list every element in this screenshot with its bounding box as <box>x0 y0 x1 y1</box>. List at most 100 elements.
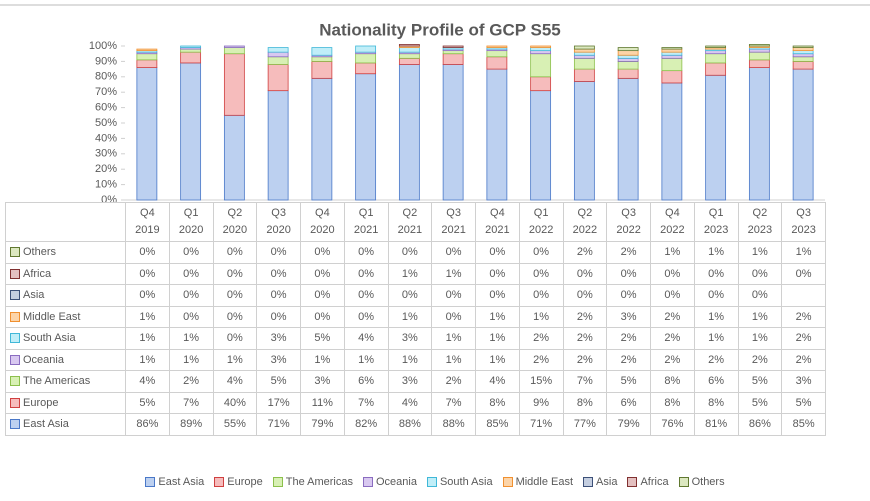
table-value: 82% <box>344 414 389 436</box>
row-name: East Asia <box>23 418 69 431</box>
table-value: 17% <box>257 392 301 414</box>
category-label: Q3 2023 <box>782 203 826 242</box>
row-name: South Asia <box>23 332 76 345</box>
bar-segment <box>661 82 683 201</box>
table-value: 1% <box>651 242 695 264</box>
table-value: 1% <box>476 328 520 350</box>
table-value: 3% <box>257 328 301 350</box>
table-value: 1% <box>476 306 520 328</box>
table-value: 81% <box>694 414 739 436</box>
category-label: Q1 2022 <box>519 203 564 242</box>
table-value: 0% <box>738 285 783 307</box>
table-value: 0% <box>169 263 214 285</box>
bar-segment <box>530 53 552 78</box>
table-value: 1% <box>213 349 258 371</box>
bar-segment <box>792 45 814 48</box>
bar-segment <box>180 48 202 53</box>
table-value: 71% <box>519 414 564 436</box>
bar-segment <box>355 62 377 75</box>
legend-item: East Asia <box>145 476 204 488</box>
category-label: Q3 2022 <box>607 203 651 242</box>
legend-swatch <box>627 477 638 487</box>
category-label: Q1 2020 <box>169 203 214 242</box>
table-value: 1% <box>388 306 433 328</box>
table-value: 0% <box>388 285 433 307</box>
table-value: 0% <box>213 285 258 307</box>
table-value: 8% <box>694 392 739 414</box>
table-value: 2% <box>607 349 651 371</box>
category-label: Q2 2023 <box>738 203 783 242</box>
table-value: 15% <box>519 371 564 393</box>
table-value: 1% <box>694 328 739 350</box>
table-value: 0% <box>257 306 301 328</box>
table-value: 55% <box>213 414 258 436</box>
legend-item: Oceania <box>362 476 417 488</box>
table-value: 6% <box>344 371 389 393</box>
row-name: Middle East <box>23 310 81 323</box>
bar-segment <box>223 114 245 201</box>
table-value: 2% <box>563 306 608 328</box>
row-label: Others <box>6 242 126 264</box>
bar-segment <box>661 48 683 53</box>
bar-segment <box>792 47 814 52</box>
table-value: 2% <box>563 349 608 371</box>
table-value: 2% <box>563 328 608 350</box>
bar-segment <box>530 90 552 201</box>
bar-segment <box>792 50 814 55</box>
table-value: 0% <box>607 263 651 285</box>
table-value: 1% <box>432 263 476 285</box>
chart-title: Nationality Profile of GCP S55 <box>319 20 561 39</box>
row-label: Asia <box>6 285 126 307</box>
legend-swatch <box>678 477 689 487</box>
table-value: 1% <box>694 306 739 328</box>
bar-segment <box>617 47 639 52</box>
row-label: East Asia <box>6 414 126 436</box>
bar-segment <box>486 68 508 201</box>
table-corner <box>6 203 126 242</box>
table-value: 79% <box>301 414 345 436</box>
table-value: 4% <box>388 392 433 414</box>
table-value: 0% <box>213 328 258 350</box>
table-value: 88% <box>432 414 476 436</box>
legend-swatch <box>362 477 373 487</box>
table-value: 0% <box>344 242 389 264</box>
legend: East Asia Europe The Americas Oceania South … <box>0 476 870 488</box>
category-label: Q2 2020 <box>213 203 258 242</box>
legend-label: Oceania <box>375 476 417 488</box>
legend-label: South Asia <box>439 476 493 488</box>
table-value: 3% <box>607 306 651 328</box>
table-value: 0% <box>344 263 389 285</box>
bar-segment <box>661 54 683 59</box>
table-value: 1% <box>126 328 170 350</box>
y-tick-label: 30% <box>95 148 117 160</box>
legend-item: Middle East <box>502 476 574 488</box>
legend-item: South Asia <box>426 476 493 488</box>
y-tick-label: 40% <box>95 132 117 144</box>
bar-segment <box>661 57 683 72</box>
category-label: Q1 2023 <box>694 203 739 242</box>
table-value: 0% <box>301 263 345 285</box>
table-value: 2% <box>782 349 826 371</box>
legend-item: The Americas <box>272 476 353 488</box>
row-swatch <box>10 268 20 279</box>
table-value: 1% <box>432 349 476 371</box>
table-value: 71% <box>257 414 301 436</box>
category-label: Q4 2020 <box>301 203 345 242</box>
bar-segment <box>355 73 377 201</box>
table-value: 5% <box>738 371 783 393</box>
table-value: 0% <box>213 242 258 264</box>
row-swatch <box>10 311 20 322</box>
table-value: 1% <box>738 306 783 328</box>
bar-segment <box>573 68 595 82</box>
table-value: 1% <box>782 242 826 264</box>
data-table: Q4 2019 Q1 2020 Q2 2020 Q3 2020 Q4 2020 Q1 20… <box>5 202 826 436</box>
y-tick-label: 70% <box>95 86 117 98</box>
legend-swatch <box>583 477 594 487</box>
bar-segment <box>180 51 202 64</box>
bar-segment <box>617 61 639 70</box>
table-value: 1% <box>738 242 783 264</box>
table-value: 2% <box>651 328 695 350</box>
legend-label: Middle East <box>515 476 574 488</box>
bar-segment <box>267 56 289 65</box>
